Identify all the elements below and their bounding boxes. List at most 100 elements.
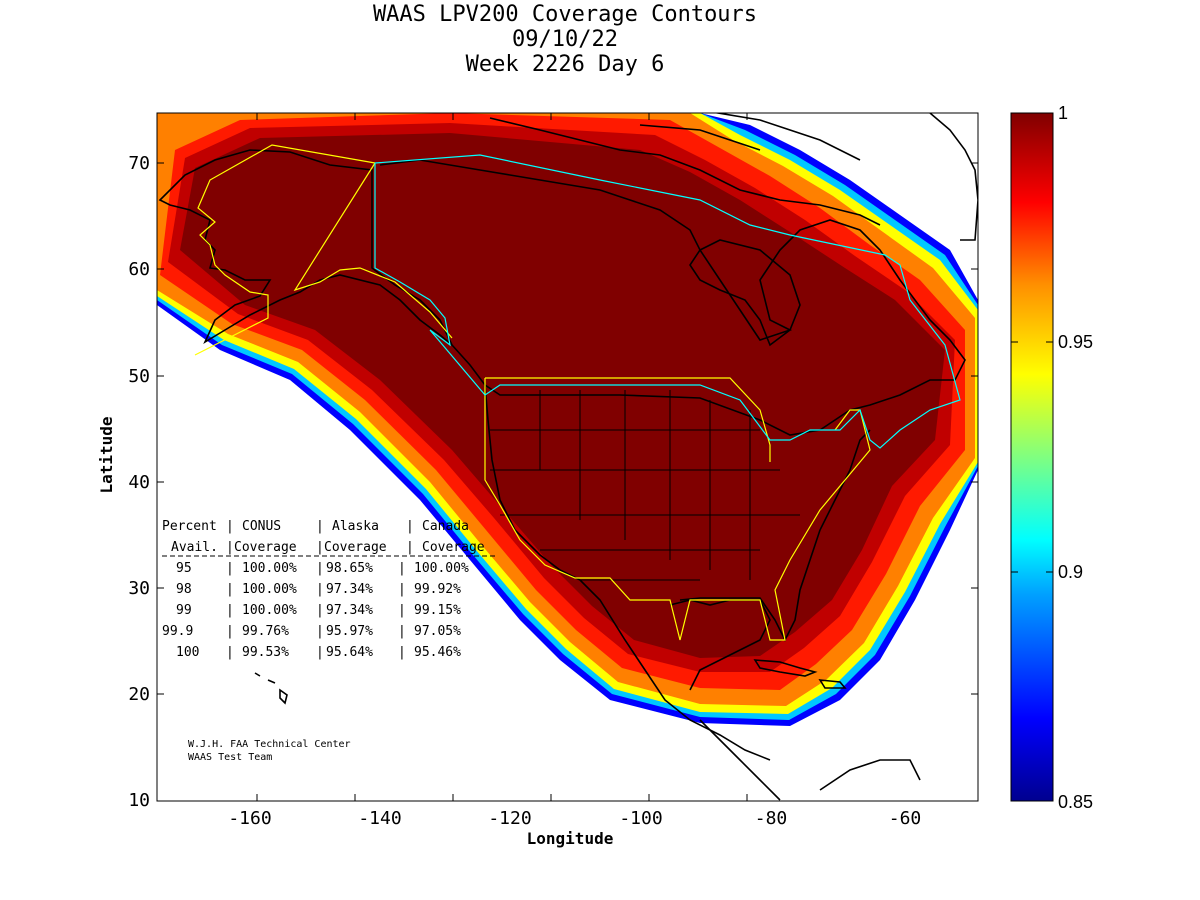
canada-service-boundary: [374, 154, 961, 449]
y-axis-label: Latitude: [97, 416, 116, 493]
y-tick-label: 30: [128, 578, 150, 599]
table-cell: 99.15%: [414, 603, 461, 618]
table-header-alaska: Alaska: [332, 519, 379, 534]
colorbar: [1010, 112, 1054, 802]
hudson-bay: [689, 239, 801, 347]
hawaii: [254, 672, 288, 705]
table-cell: 95: [176, 561, 192, 576]
x-axis-label: Longitude: [527, 829, 614, 848]
table-separator: |: [226, 519, 234, 534]
table-separator: |: [226, 561, 234, 576]
colorbar-tick-label: 1: [1058, 103, 1068, 123]
table-cell: 97.34%: [326, 603, 373, 618]
conus-alaska-service-boundary: [194, 144, 871, 641]
hispaniola: [818, 679, 847, 689]
table-cell: 98.65%: [326, 561, 373, 576]
arctic-islands: [489, 113, 881, 226]
x-tick-label: -60: [889, 808, 922, 829]
y-tick-label: 20: [128, 684, 150, 705]
table-separator: |: [316, 603, 324, 618]
table-subheader-coverage: Coverage: [324, 540, 387, 555]
land-outlines: [158, 113, 978, 801]
table-cell: 95.64%: [326, 645, 373, 660]
map-title-line-2: 09/10/22: [512, 27, 618, 52]
table-cell: 98: [176, 582, 192, 597]
colorbar-tick-label: 0.95: [1058, 332, 1093, 352]
x-tick-label: -100: [619, 808, 662, 829]
mexico-coast: [579, 579, 771, 761]
table-cell: 100.00%: [242, 603, 297, 618]
gulf-and-florida: [679, 429, 871, 642]
table-separator: |: [226, 645, 234, 660]
canada-coast: [379, 159, 966, 436]
table-cell: 97.34%: [326, 582, 373, 597]
colorbar-ticks: [1011, 341, 1053, 573]
service-boundaries: [194, 144, 961, 641]
table-separator: |: [398, 561, 406, 576]
table-separator: |: [398, 582, 406, 597]
table-separator: |: [316, 540, 324, 555]
table-cell: 100.00%: [242, 582, 297, 597]
table-separator: |: [316, 624, 324, 639]
colorbar-tick-labels: 1 0.95 0.9 0.85: [1058, 103, 1093, 812]
table-cell: 100.00%: [414, 561, 469, 576]
table-cell: 95.97%: [326, 624, 373, 639]
y-tick-label: 60: [128, 259, 150, 280]
table-separator: |: [316, 645, 324, 660]
table-cell: 99.76%: [242, 624, 289, 639]
y-tick-label: 50: [128, 366, 150, 387]
table-cell: 99.9: [162, 624, 193, 639]
table-separator: |: [398, 624, 406, 639]
table-separator: |: [226, 540, 234, 555]
table-cell: 99.53%: [242, 645, 289, 660]
x-tick-label: -80: [755, 808, 788, 829]
coverage-table: Percent | CONUS | Alaska | Canada Avail.…: [162, 519, 495, 660]
plot-frame: [156, 112, 979, 802]
table-cell: 95.46%: [414, 645, 461, 660]
table-separator: |: [316, 582, 324, 597]
map-title-line-3: Week 2226 Day 6: [465, 52, 665, 77]
table-subheader-avail: Avail.: [171, 540, 218, 555]
cuba: [753, 659, 818, 677]
table-separator: |: [406, 519, 414, 534]
table-header-conus: CONUS: [242, 519, 281, 534]
greenland-coast: [929, 113, 978, 241]
table-cell: 100: [176, 645, 199, 660]
table-rows: 95 | 100.00% | 98.65% | 100.00%98 | 100.00% | 97.3…: [162, 561, 469, 660]
table-separator: |: [398, 603, 406, 618]
table-separator: |: [316, 561, 324, 576]
x-tick-label: -160: [228, 808, 271, 829]
y-axis-ticks: [157, 162, 978, 695]
table-separator: |: [406, 540, 414, 555]
credit-line-2: WAAS Test Team: [188, 752, 272, 763]
table-separator: |: [398, 645, 406, 660]
table-separator: |: [226, 624, 234, 639]
x-tick-label: -120: [488, 808, 531, 829]
table-cell: 100.00%: [242, 561, 297, 576]
central-america: [699, 719, 921, 801]
x-tick-label: -140: [358, 808, 401, 829]
table-separator: |: [226, 582, 234, 597]
table-cell: 99: [176, 603, 192, 618]
table-subheader-coverage: Coverage: [422, 540, 485, 555]
us-state-lines: [490, 390, 800, 581]
y-axis-tick-labels: 70 60 50 40 30 20 10: [128, 153, 150, 811]
table-cell: 99.92%: [414, 582, 461, 597]
table-cell: 97.05%: [414, 624, 461, 639]
table-separator: |: [226, 603, 234, 618]
y-tick-label: 70: [128, 153, 150, 174]
credit-line-1: W.J.H. FAA Technical Center: [188, 739, 351, 750]
y-tick-label: 40: [128, 472, 150, 493]
alaska-coast: [158, 149, 453, 346]
table-header-canada: Canada: [422, 519, 469, 534]
table-separator: |: [316, 519, 324, 534]
map-title-line-1: WAAS LPV200 Coverage Contours: [372, 2, 758, 27]
colorbar-tick-label: 0.85: [1058, 792, 1093, 812]
colorbar-tick-label: 0.9: [1058, 562, 1083, 582]
table-header-percent: Percent: [162, 519, 217, 534]
credit-block: W.J.H. FAA Technical Center WAAS Test Te…: [188, 739, 351, 763]
table-subheader-coverage: Coverage: [234, 540, 297, 555]
y-tick-label: 10: [128, 790, 150, 811]
x-axis-tick-labels: -160 -140 -120 -100 -80 -60: [228, 808, 921, 829]
